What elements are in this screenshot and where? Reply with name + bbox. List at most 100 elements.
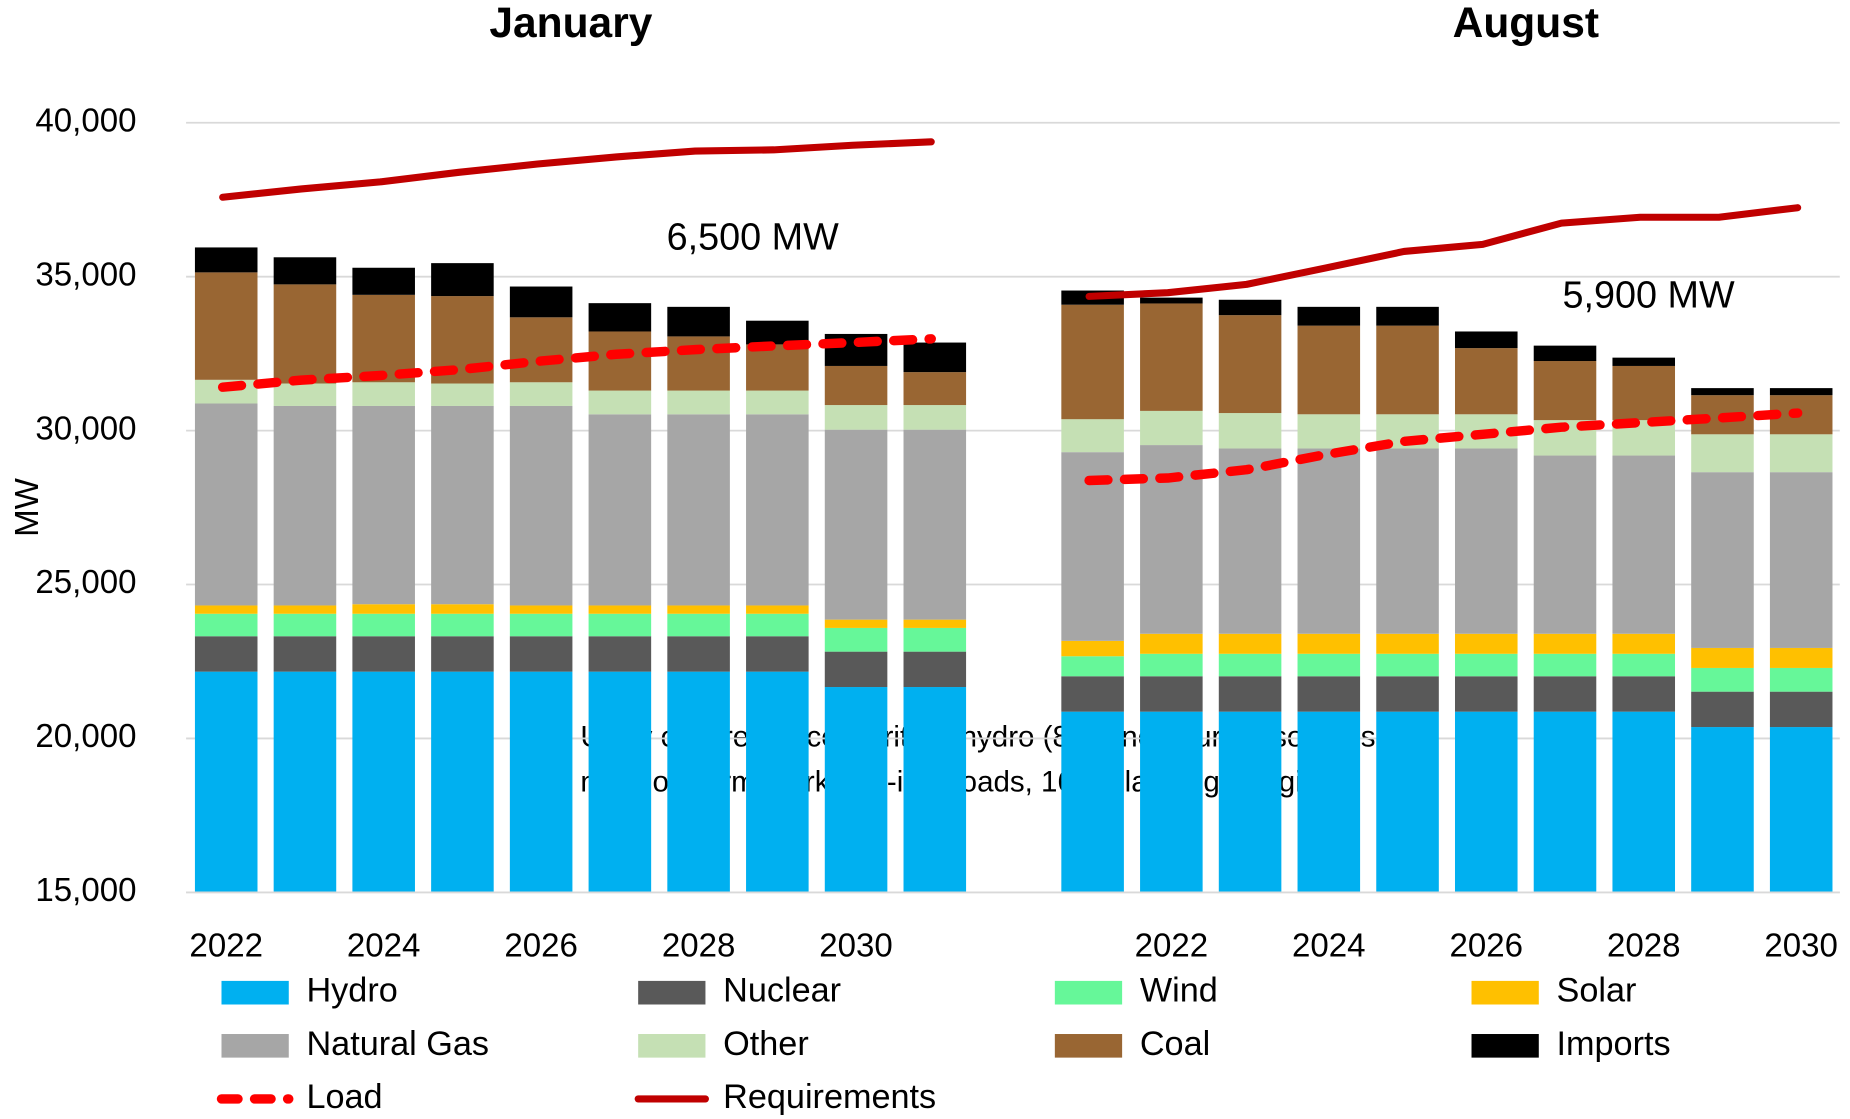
bar-segment <box>431 671 494 893</box>
bar-segment <box>588 390 652 415</box>
x-tick-label: 2028 <box>662 928 736 965</box>
bar-segment <box>588 636 652 672</box>
bar-segment <box>352 604 415 614</box>
bar-segment <box>1376 448 1439 634</box>
bar-segment <box>1454 448 1518 634</box>
annotation: 6,500 MW <box>667 217 839 259</box>
bar-segment <box>1691 691 1754 728</box>
x-tick-label: 2026 <box>1450 928 1524 965</box>
panel-title: January <box>489 0 652 47</box>
bar-segment <box>273 383 337 406</box>
bar-segment <box>1612 711 1676 893</box>
bar-segment <box>273 613 337 637</box>
legend-swatch <box>638 1034 706 1058</box>
bar-segment <box>273 405 337 606</box>
bar-segment <box>1769 388 1833 396</box>
bar-segment <box>1061 304 1124 420</box>
bar-segment <box>1140 653 1203 677</box>
x-tick-label: 2030 <box>819 928 893 965</box>
bar-segment <box>1691 434 1754 473</box>
bar-segment <box>1769 691 1833 728</box>
legend-label: Natural Gas <box>306 1025 489 1063</box>
bar-segment <box>903 619 967 628</box>
bar-segment <box>1140 633 1203 654</box>
bar-segment <box>431 383 494 406</box>
legend-label: Coal <box>1140 1025 1210 1063</box>
bar-segment <box>746 344 809 391</box>
x-tick-label: 2026 <box>504 928 578 965</box>
y-tick-label: 20,000 <box>35 718 136 755</box>
bar-segment <box>824 687 888 893</box>
legend-label: Wind <box>1140 972 1218 1010</box>
bar-segment <box>746 671 809 893</box>
bar-segment <box>1061 419 1124 453</box>
bar-segment <box>824 429 888 620</box>
bar-segment <box>903 372 967 406</box>
x-tick-label: 2030 <box>1764 928 1838 965</box>
bar-segment <box>1454 653 1518 677</box>
bar-segment <box>1218 676 1282 712</box>
bar-segment <box>431 636 494 672</box>
bar-segment <box>194 613 258 637</box>
bar-segment <box>1691 388 1754 396</box>
bar-segment <box>1691 472 1754 648</box>
x-tick-label: 2028 <box>1607 928 1681 965</box>
bar-segment <box>1297 653 1361 677</box>
bar-segment <box>1218 315 1282 414</box>
bar-segment <box>1140 410 1203 446</box>
legend-label: Solar <box>1557 972 1637 1010</box>
bar-segment <box>588 605 652 614</box>
bar-segment <box>273 257 337 285</box>
bar-segment <box>273 636 337 672</box>
bar-segment <box>903 627 967 652</box>
bar-segment <box>746 414 809 606</box>
legend-swatch <box>221 980 289 1005</box>
bar-segment <box>746 613 809 637</box>
bar-segment <box>352 613 415 637</box>
load-line <box>217 334 936 392</box>
bar-segment <box>588 671 652 893</box>
bar-segment <box>1612 455 1676 634</box>
bar-segment <box>194 671 258 893</box>
bar-segment <box>903 342 967 373</box>
bar-segment <box>1533 653 1597 677</box>
bar-segment <box>1297 676 1361 712</box>
bar-segment <box>1297 306 1361 326</box>
x-tick-label: 2024 <box>347 928 421 965</box>
bar-segment <box>1454 331 1518 349</box>
bar-segment <box>1454 676 1518 712</box>
x-tick-label: 2024 <box>1292 928 1366 965</box>
bar-segment <box>1061 676 1124 712</box>
bar-segment <box>509 613 573 637</box>
y-tick-label: 35,000 <box>35 256 136 293</box>
bar-segment <box>431 604 494 614</box>
panel-title: August <box>1453 0 1599 47</box>
bar-segment <box>194 403 258 606</box>
bar-segment <box>1533 633 1597 654</box>
legend-label: Load <box>306 1078 382 1116</box>
bar-segment <box>746 320 809 345</box>
bar-segment <box>509 286 573 318</box>
bar-segment <box>509 382 573 406</box>
bar-segment <box>1376 653 1439 677</box>
bar-segment <box>352 636 415 672</box>
y-tick-label: 40,000 <box>35 102 136 139</box>
bar-segment <box>431 263 494 297</box>
bar-segment <box>903 429 967 620</box>
bar-segment <box>1533 676 1597 712</box>
bar-segment <box>352 405 415 605</box>
bar-segment <box>1061 640 1124 657</box>
legend-swatch <box>1471 1034 1539 1058</box>
bar-segment <box>667 390 730 415</box>
legend-label: Hydro <box>306 972 397 1010</box>
bar-segment <box>1297 711 1361 893</box>
bar-segment <box>1376 633 1439 654</box>
bar-segment <box>1061 656 1124 677</box>
bar-segment <box>1533 455 1597 634</box>
annotation: 5,900 MW <box>1563 274 1735 316</box>
bar-segment <box>1612 653 1676 677</box>
bar-segment <box>1454 348 1518 415</box>
bar-segment <box>667 605 730 614</box>
bar-segment <box>667 636 730 672</box>
x-tick-label: 2022 <box>1135 928 1209 965</box>
